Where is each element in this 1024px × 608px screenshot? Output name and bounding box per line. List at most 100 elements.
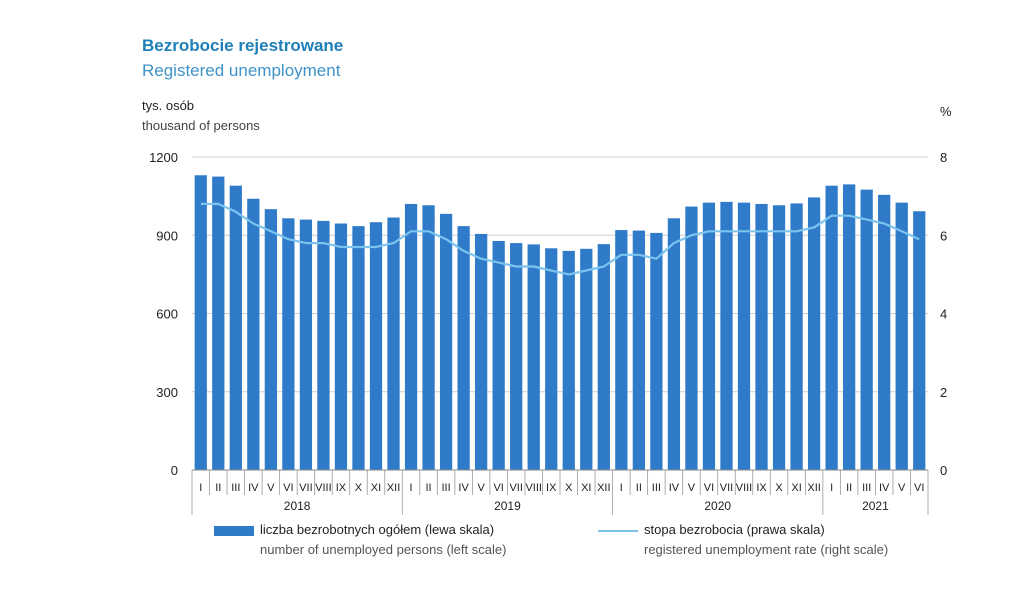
month-tick-label: X bbox=[355, 482, 363, 494]
bar bbox=[212, 176, 225, 470]
chart-title: Bezrobocie rejestrowane bbox=[142, 36, 344, 55]
year-label: 2020 bbox=[704, 499, 731, 513]
bar bbox=[387, 217, 400, 470]
bar bbox=[755, 203, 768, 470]
month-tick-label: XII bbox=[807, 482, 820, 494]
legend-bar-label-english: number of unemployed persons (left scale… bbox=[260, 542, 507, 557]
bar bbox=[299, 219, 313, 470]
month-tick-label: XII bbox=[597, 482, 610, 494]
month-tick-label: VII bbox=[720, 482, 733, 494]
month-tick-label: VI bbox=[283, 482, 293, 494]
bar bbox=[334, 223, 348, 470]
bar bbox=[264, 209, 277, 470]
month-tick-label: VI bbox=[704, 482, 714, 494]
left-axis-unit-english: thousand of persons bbox=[142, 118, 260, 133]
month-tick-label: II bbox=[636, 482, 642, 494]
month-tick-label: VIII bbox=[525, 482, 542, 494]
bar bbox=[860, 189, 873, 470]
bar bbox=[422, 205, 435, 471]
month-tick-label: III bbox=[231, 482, 240, 494]
bar bbox=[772, 205, 786, 471]
left-axis-tick-label: 600 bbox=[156, 307, 178, 322]
month-tick-label: VI bbox=[914, 482, 924, 494]
bar bbox=[632, 230, 645, 470]
bar bbox=[667, 218, 681, 470]
bar bbox=[790, 203, 803, 470]
left-axis-tick-label: 300 bbox=[156, 385, 178, 400]
left-axis-tick-label: 900 bbox=[156, 228, 178, 243]
bar bbox=[247, 198, 260, 470]
month-tick-label: I bbox=[199, 482, 202, 494]
bar bbox=[510, 243, 523, 470]
month-tick-label: I bbox=[410, 482, 413, 494]
month-tick-label: IX bbox=[336, 482, 347, 494]
month-tick-label: I bbox=[620, 482, 623, 494]
legend-bar-swatch bbox=[214, 526, 254, 536]
bar bbox=[229, 185, 242, 471]
month-tick-label: XII bbox=[387, 482, 400, 494]
bar bbox=[527, 244, 540, 470]
month-tick-label: V bbox=[898, 482, 906, 494]
bar bbox=[615, 230, 628, 470]
right-axis-tick-label: 2 bbox=[940, 385, 947, 400]
bar bbox=[194, 175, 207, 470]
right-axis-tick-label: 0 bbox=[940, 463, 947, 478]
month-tick-label: IV bbox=[879, 482, 890, 494]
year-label: 2018 bbox=[284, 499, 311, 513]
legend-line-swatch bbox=[598, 530, 638, 532]
bar bbox=[369, 222, 383, 470]
right-axis-tick-label: 8 bbox=[940, 150, 947, 165]
bar bbox=[702, 202, 716, 471]
right-axis-unit: % bbox=[940, 104, 952, 119]
month-tick-label: XI bbox=[371, 482, 381, 494]
bar bbox=[580, 248, 593, 470]
bar bbox=[720, 201, 733, 470]
month-tick-label: III bbox=[862, 482, 871, 494]
month-tick-label: VIII bbox=[315, 482, 332, 494]
month-tick-label: IX bbox=[546, 482, 557, 494]
bar bbox=[737, 202, 751, 471]
bar bbox=[439, 213, 453, 470]
month-tick-label: IV bbox=[248, 482, 259, 494]
left-axis-tick-label: 0 bbox=[171, 463, 178, 478]
bar bbox=[282, 218, 295, 470]
bar bbox=[492, 240, 505, 470]
month-tick-label: IX bbox=[756, 482, 767, 494]
month-tick-label: IV bbox=[669, 482, 680, 494]
rate-line bbox=[200, 202, 920, 276]
bar bbox=[843, 184, 856, 470]
right-axis-tick-label: 4 bbox=[940, 307, 947, 322]
month-tick-label: II bbox=[426, 482, 432, 494]
month-tick-label: II bbox=[846, 482, 852, 494]
bar bbox=[825, 185, 838, 471]
bar bbox=[457, 226, 470, 470]
month-tick-label: VII bbox=[509, 482, 522, 494]
year-label: 2019 bbox=[494, 499, 521, 513]
bar bbox=[562, 250, 575, 470]
month-tick-label: I bbox=[830, 482, 833, 494]
bar bbox=[650, 232, 663, 470]
month-tick-label: V bbox=[688, 482, 696, 494]
month-tick-label: V bbox=[267, 482, 275, 494]
month-tick-label: V bbox=[477, 482, 485, 494]
month-tick-label: II bbox=[215, 482, 221, 494]
bar bbox=[352, 226, 365, 470]
month-tick-label: III bbox=[652, 482, 661, 494]
bar bbox=[895, 202, 908, 471]
month-tick-label: XI bbox=[791, 482, 801, 494]
bar bbox=[475, 233, 488, 470]
chart-subtitle: Registered unemployment bbox=[142, 61, 341, 80]
month-tick-label: VIII bbox=[736, 482, 753, 494]
bar bbox=[913, 211, 926, 470]
bar bbox=[545, 248, 558, 470]
legend-bar-label: liczba bezrobotnych ogółem (lewa skala) bbox=[260, 522, 495, 537]
year-label: 2021 bbox=[862, 499, 889, 513]
month-tick-label: XI bbox=[581, 482, 591, 494]
bar bbox=[597, 244, 610, 470]
legend-line-label-english: registered unemployment rate (right scal… bbox=[644, 542, 889, 557]
month-tick-label: X bbox=[565, 482, 573, 494]
month-tick-label: VI bbox=[493, 482, 503, 494]
legend-line-label: stopa bezrobocia (prawa skala) bbox=[644, 522, 825, 537]
bar bbox=[317, 220, 330, 470]
